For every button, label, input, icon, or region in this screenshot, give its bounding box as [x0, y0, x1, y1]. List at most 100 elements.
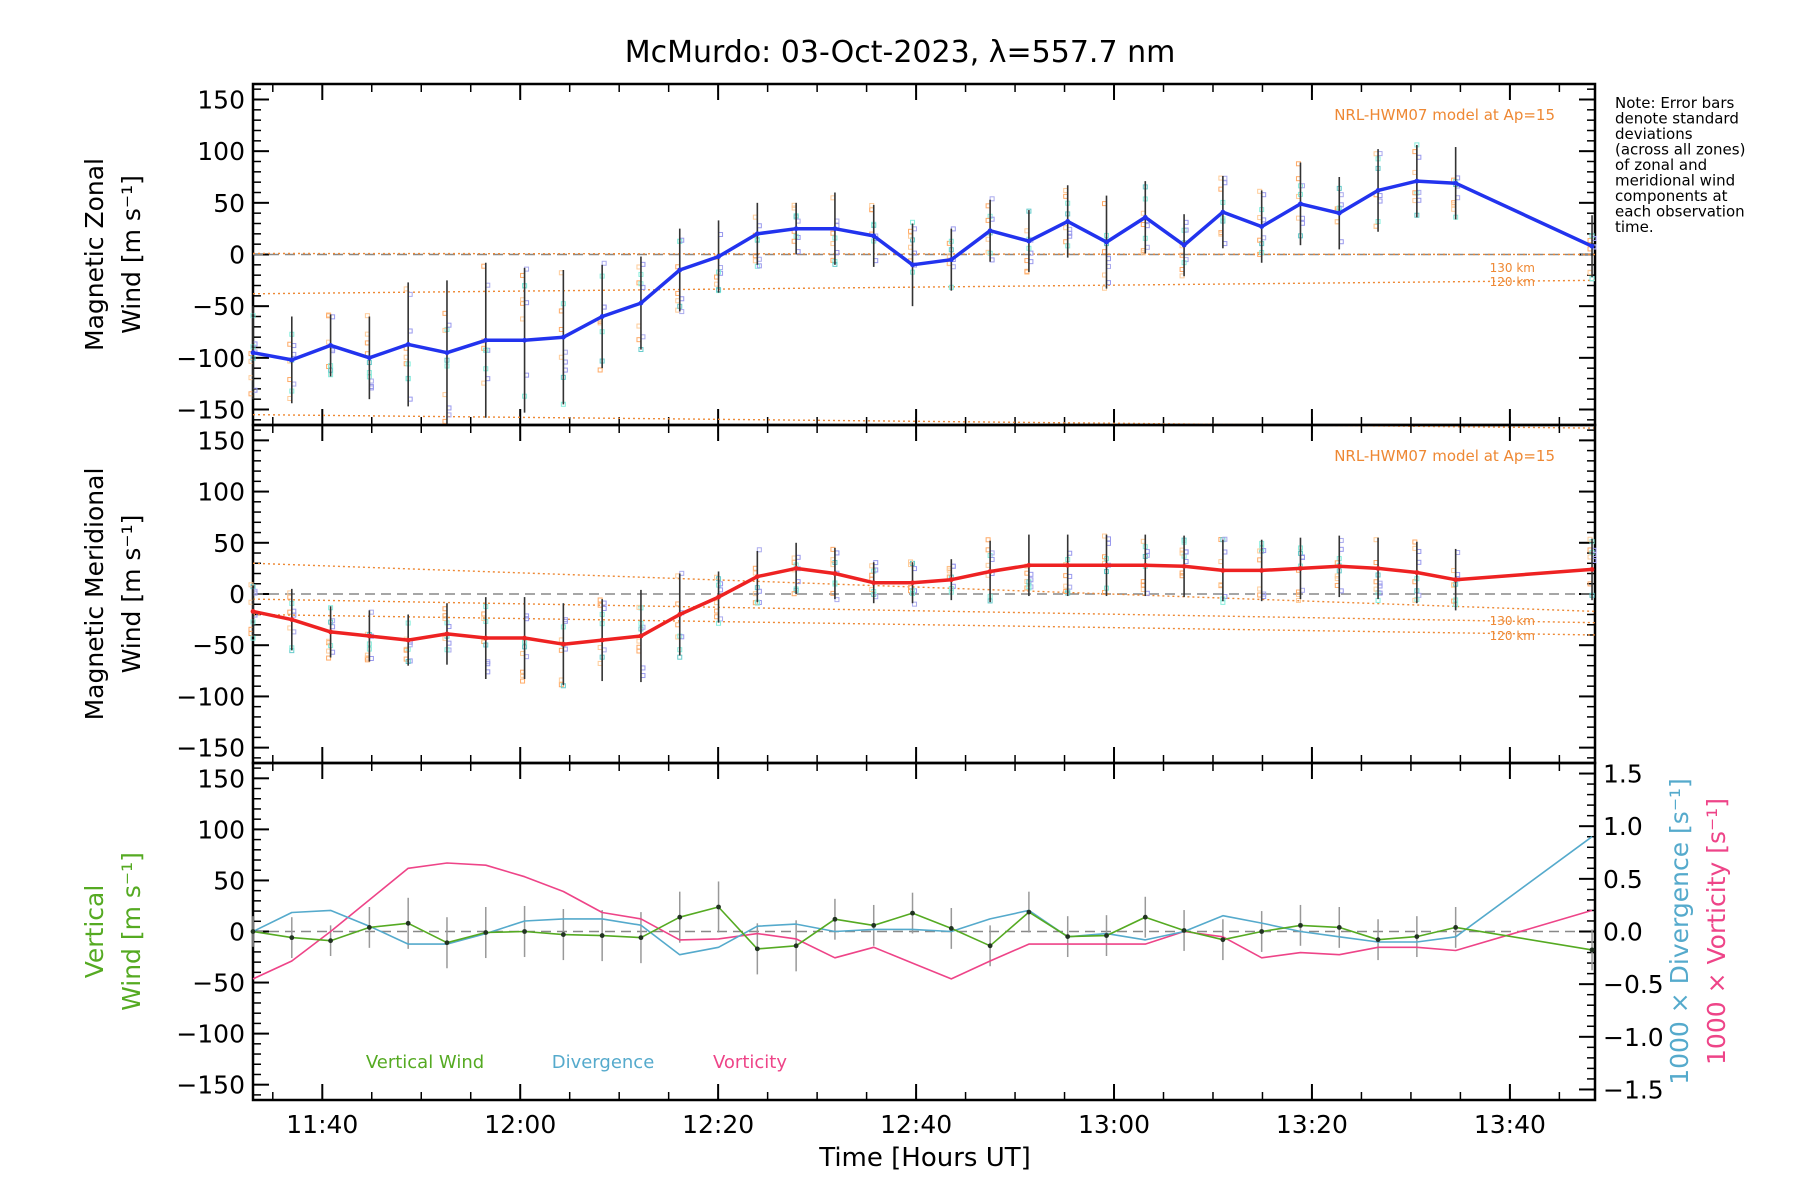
wind-point — [1453, 577, 1459, 583]
wind-point — [1104, 562, 1109, 568]
vertical-wind-point — [405, 920, 411, 926]
vertical-wind-point — [1142, 914, 1148, 920]
model-line — [252, 279, 1596, 295]
wind-point — [871, 233, 877, 239]
note-line: components at — [1615, 187, 1728, 205]
vertical-wind-point — [793, 943, 799, 949]
note-line: (across all zones) — [1615, 141, 1745, 159]
wind-point — [1414, 178, 1420, 184]
y2-axis-label-vorticity: 1000 × Vorticity [s⁻¹] — [1702, 798, 1731, 1065]
note-line: Note: Error bars — [1615, 94, 1735, 112]
y-tick-label: −100 — [176, 1020, 245, 1049]
wind-point — [1220, 568, 1226, 573]
legend-entry: Vertical Wind — [366, 1052, 484, 1073]
wind-point — [1336, 210, 1342, 216]
wind-point — [987, 228, 993, 234]
y-tick-label: 0 — [229, 918, 245, 947]
wind-point — [948, 577, 954, 583]
wind-point — [366, 633, 372, 639]
vertical-wind-point — [366, 925, 372, 930]
zonal-wind-line — [252, 179, 1593, 362]
vertical-wind-point — [1220, 937, 1226, 943]
x-tick-label: 12:20 — [682, 1110, 754, 1139]
vertical-wind-point — [483, 930, 489, 935]
vertical-wind-point — [1181, 928, 1187, 933]
zone-point — [912, 601, 918, 607]
y-tick-label: 0 — [229, 241, 245, 270]
wind-point — [754, 574, 760, 579]
wind-point — [910, 580, 915, 586]
y-tick-label: −150 — [176, 1071, 245, 1100]
model-label: NRL-HWM07 model at Ap=15 — [1334, 447, 1555, 465]
y-tick-label: 150 — [197, 764, 245, 793]
y-tick-label: 150 — [197, 426, 245, 455]
vertical-wind-point — [948, 926, 954, 931]
vertical-wind-point — [832, 916, 838, 922]
vertical-wind-point — [1336, 925, 1342, 930]
zone-point — [679, 309, 685, 315]
zone-point — [679, 570, 685, 576]
wind-point — [1375, 565, 1381, 571]
y-tick-label: 100 — [197, 815, 245, 844]
model-level-label: 120 km — [1490, 275, 1535, 289]
vertical-wind-point — [599, 933, 605, 938]
vertical-wind-point — [1065, 934, 1071, 940]
wind-point — [1104, 239, 1109, 245]
wind-point — [1142, 214, 1148, 220]
wind-point — [1375, 188, 1381, 193]
wind-point — [1220, 209, 1226, 215]
model-level-label: 130 km — [1490, 614, 1535, 628]
wind-point — [1453, 180, 1459, 186]
zone-point — [908, 559, 914, 565]
vertical-wind-point — [250, 929, 256, 934]
meridional-wind-panel: 150 100 50 0 −50 −100 −150 NRL-HWM07 model at A… — [80, 423, 1597, 765]
x-axis: 11:40 12:00 12:20 12:40 13:00 13:20 13:40 — [286, 1110, 1546, 1139]
wind-point — [1589, 243, 1595, 249]
note-line: deviations — [1615, 125, 1693, 143]
model-line — [252, 598, 1596, 624]
y-axis-label: Wind [m s⁻¹] — [117, 175, 146, 334]
vertical-wind-point — [1375, 937, 1381, 943]
wind-point — [987, 569, 993, 574]
wind-point — [1026, 562, 1032, 568]
vertical-wind-point — [638, 935, 644, 941]
zone-point — [677, 654, 683, 660]
wind-point — [716, 254, 721, 259]
wind-point — [832, 571, 838, 576]
wind-point — [405, 637, 411, 643]
wind-point — [599, 637, 605, 643]
wind-point — [1181, 242, 1187, 248]
zone-point — [989, 196, 995, 202]
chart-title: McMurdo: 03-Oct-2023, λ=557.7 nm — [625, 35, 1176, 70]
y2-tick-label: −1.5 — [1603, 1075, 1664, 1104]
wind-point — [250, 350, 256, 356]
y-tick-label: −100 — [176, 682, 245, 711]
y-tick-label: 50 — [213, 529, 245, 558]
y-tick-label: 0 — [229, 580, 245, 609]
y-axis-label: Vertical — [80, 885, 109, 979]
model-level-label: 130 km — [1490, 261, 1535, 275]
wind-point — [948, 257, 954, 263]
x-tick-label: 13:20 — [1276, 1110, 1348, 1139]
vertical-wind-point — [1453, 925, 1459, 930]
wind-point — [910, 262, 915, 268]
wind-point — [250, 609, 256, 614]
wind-point — [871, 580, 877, 586]
x-tick-label: 11:40 — [286, 1110, 358, 1139]
y-tick-label: 150 — [197, 86, 245, 115]
y-axis-label: Wind [m s⁻¹] — [117, 852, 146, 1011]
wind-point — [1065, 562, 1071, 568]
y2-tick-label: 0.5 — [1603, 865, 1643, 894]
vertical-wind-point — [560, 932, 566, 937]
wind-point — [289, 617, 295, 623]
vertical-wind-point — [1589, 947, 1595, 953]
y2-tick-label: −1.0 — [1603, 1023, 1664, 1052]
y-axis-label: Wind [m s⁻¹] — [117, 515, 146, 674]
vertical-wind-line — [252, 906, 1593, 951]
vertical-wind-point — [1026, 909, 1032, 915]
zone-point — [1222, 536, 1228, 542]
vertical-wind-point — [1104, 933, 1109, 938]
wind-point — [716, 594, 721, 600]
divergence-line — [252, 836, 1593, 956]
